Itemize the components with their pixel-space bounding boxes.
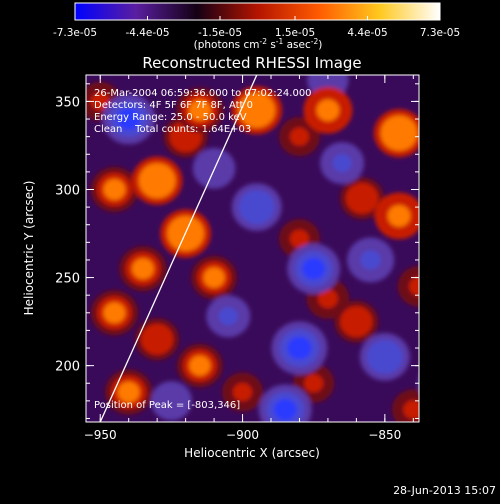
annotation-energy-range: Energy Range: 25.0 - 50.0 keV xyxy=(94,112,247,123)
heatmap-blob xyxy=(346,312,367,332)
heatmap-blob xyxy=(103,179,125,200)
heatmap-blob xyxy=(302,258,325,280)
heatmap-blob xyxy=(453,164,488,197)
heatmap-blob xyxy=(452,75,489,110)
heatmap-blob xyxy=(475,299,500,344)
chart-title: Reconstructed RHESSI Image xyxy=(142,54,361,72)
x-tick-label: −850 xyxy=(368,428,401,442)
heatmap-blob xyxy=(418,361,465,406)
heatmap-blob xyxy=(473,148,500,196)
heatmap-blob xyxy=(488,377,500,425)
heatmap-blob xyxy=(436,338,476,376)
heatmap-blob xyxy=(485,92,500,146)
annotation-clean-counts: Clean Total counts: 1.64E+03 xyxy=(94,124,251,135)
heatmap-blob xyxy=(145,169,169,191)
colorbar-tick-label: 4.4e-05 xyxy=(347,27,387,39)
heatmap-blob xyxy=(463,205,500,262)
heatmap-blob xyxy=(432,374,452,393)
heatmap-blob xyxy=(319,72,337,89)
heatmap-blob xyxy=(459,170,481,191)
y-tick-label: 350 xyxy=(55,95,80,110)
y-tick-label: 300 xyxy=(55,183,80,198)
heatmap-blob xyxy=(352,188,373,208)
heatmap-blob xyxy=(458,81,482,103)
heatmap-blob xyxy=(489,312,500,331)
heatmap-blob xyxy=(426,122,458,152)
heatmap-blob xyxy=(447,158,494,203)
colorbar xyxy=(75,3,440,20)
heatmap-blob xyxy=(492,99,500,139)
heatmap-blob xyxy=(233,383,252,401)
heatmap-blob xyxy=(420,116,464,158)
heatmap-blob xyxy=(317,99,340,121)
footer-date: 28-Jun-2013 15:07 xyxy=(393,484,496,497)
heatmap-blob xyxy=(445,69,495,117)
heatmap-blob xyxy=(219,307,238,325)
annotation-detectors: Detectors: 4F 5F 6F 7F 8F, Att 0 xyxy=(94,100,253,111)
heatmap-blob xyxy=(487,161,500,183)
heatmap-blob xyxy=(374,347,395,367)
y-tick-label: 250 xyxy=(55,272,80,287)
heatmap-blob xyxy=(290,128,309,146)
y-axis-label: Heliocentric Y (arcsec) xyxy=(22,181,36,316)
heatmap-blob xyxy=(103,302,125,323)
heatmap-blob xyxy=(189,355,210,375)
annotation-time-range: 26-Mar-2004 06:59:36.000 to 07:02:24.000 xyxy=(94,88,312,99)
heatmap-blob xyxy=(471,213,500,255)
colorbar-tick-label: -1.5e-05 xyxy=(198,27,242,39)
heatmap-blob xyxy=(444,345,468,368)
heatmap-blob xyxy=(333,154,352,172)
heatmap-blob xyxy=(403,400,423,419)
heatmap-blob xyxy=(387,122,411,144)
heatmap-blob xyxy=(480,154,500,189)
x-tick-label: −950 xyxy=(84,428,117,442)
y-tick-label: 200 xyxy=(55,360,80,375)
heatmap-blob xyxy=(482,306,500,338)
heatmap-blob xyxy=(495,384,500,418)
heatmap-blob xyxy=(132,258,154,279)
colorbar-unit-label: (photons cm-2 s-1 asec-2) xyxy=(194,37,323,51)
heatmap-blob xyxy=(432,128,451,146)
colorbar-tick-label: 7.3e-05 xyxy=(420,27,460,39)
heatmap-blob xyxy=(428,330,484,383)
heatmap-blob xyxy=(388,205,411,227)
heatmap-blob xyxy=(287,337,311,360)
heatmap-blob xyxy=(361,250,381,269)
peak-position-label: Position of Peak = [-803,346] xyxy=(94,400,240,411)
colorbar-tick-label: -4.4e-05 xyxy=(125,27,169,39)
heatmap-blob xyxy=(203,267,224,287)
x-tick-label: −900 xyxy=(226,428,259,442)
heatmap-blob xyxy=(496,226,500,286)
heatmap-blob xyxy=(274,399,297,421)
heatmap-blob xyxy=(246,197,267,217)
x-axis-label: Heliocentric X (arcsec) xyxy=(184,446,320,460)
heatmap-blob xyxy=(479,220,500,247)
heatmap-blob xyxy=(425,367,459,399)
heatmap-blob xyxy=(147,329,168,349)
colorbar-tick-label: -7.3e-05 xyxy=(53,27,97,39)
heatmap-blob xyxy=(304,374,323,392)
